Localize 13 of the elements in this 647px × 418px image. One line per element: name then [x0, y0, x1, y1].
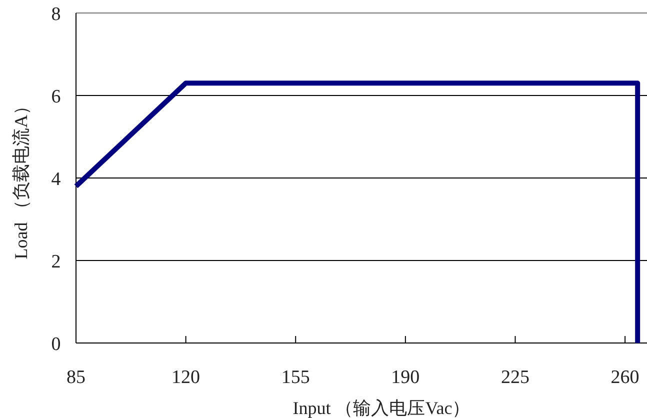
x-tick-label: 155 — [281, 367, 310, 388]
y-tick-label: 2 — [51, 252, 61, 272]
x-tick-label: 225 — [500, 367, 530, 388]
x-axis-title: Input （输入电压Vac） — [292, 398, 470, 418]
x-tick-label: 190 — [391, 367, 420, 388]
y-tick-label: 4 — [51, 169, 62, 190]
y-tick-label: 0 — [51, 334, 61, 355]
y-tick-label: 6 — [51, 86, 61, 108]
y-tick-label: 8 — [51, 4, 61, 25]
x-tick-label: 85 — [66, 367, 86, 388]
x-tick-label: 120 — [172, 367, 200, 388]
x-tick-label: 260 — [610, 367, 640, 388]
y-axis-title: Load （负载电流A） — [11, 96, 31, 260]
